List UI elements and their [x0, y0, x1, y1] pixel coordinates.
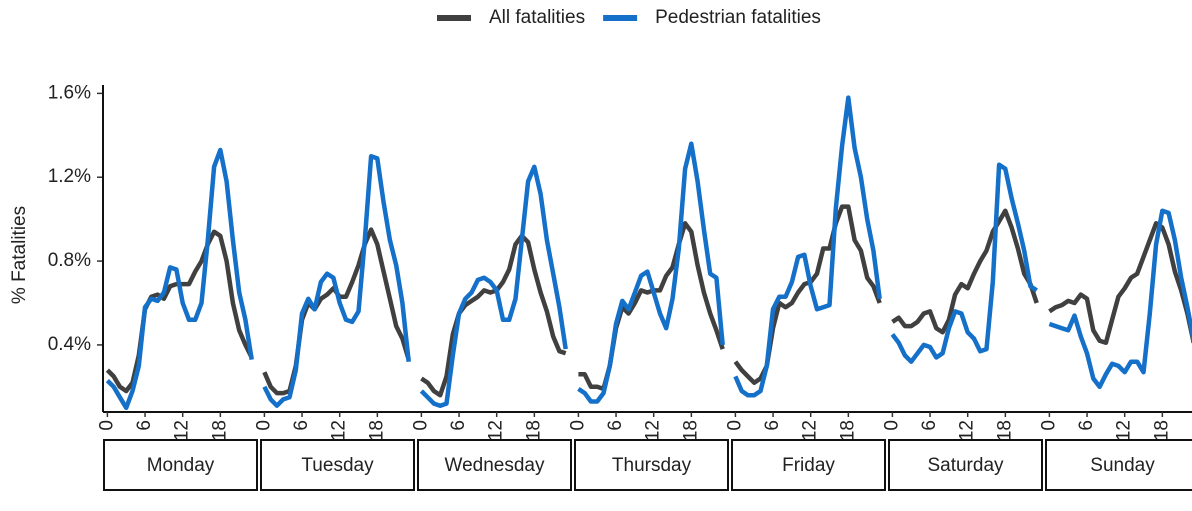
series-line [578, 221, 725, 392]
facet-strip [103, 439, 258, 491]
x-tick-label: 0 [724, 420, 745, 431]
x-tick-label: 0 [253, 420, 274, 431]
series-line [262, 227, 411, 396]
series-line [733, 204, 882, 385]
x-tick-label: 6 [448, 420, 469, 431]
facet-label: Monday [147, 455, 215, 476]
x-tick-label: 6 [605, 420, 626, 431]
x-tick-label: 12 [329, 420, 350, 441]
legend-label: Pedestrian fatalities [655, 7, 821, 28]
x-tick-label: 0 [881, 420, 902, 431]
series-line [1048, 208, 1192, 390]
x-tick-label: 12 [1114, 420, 1135, 441]
x-tick-label: 18 [209, 420, 230, 441]
series-line [891, 208, 1039, 335]
x-tick-label: 0 [410, 420, 431, 431]
x-tick-label: 12 [957, 420, 978, 441]
x-tick-label: 18 [837, 420, 858, 441]
facet-strip [731, 439, 886, 491]
series-line [262, 154, 411, 408]
y-axis-title: % Fatalities [9, 206, 30, 304]
x-tick-label: 12 [643, 420, 664, 441]
series-line [419, 164, 568, 408]
series-line [105, 147, 254, 411]
x-tick-label: 12 [172, 420, 193, 441]
series-line [1048, 221, 1192, 346]
x-tick-label: 18 [366, 420, 387, 441]
legend-label: All fatalities [489, 7, 585, 28]
facet-label: Saturday [927, 455, 1004, 476]
facet-strip [417, 439, 572, 491]
x-tick-label: 6 [134, 420, 155, 431]
x-tick-label: 18 [994, 420, 1015, 441]
x-tick-label: 18 [523, 420, 544, 441]
x-tick-label: 6 [762, 420, 783, 431]
series-line [420, 233, 567, 398]
facet-label: Thursday [612, 455, 692, 476]
facet-label: Tuesday [301, 455, 374, 476]
x-tick-label: 6 [919, 420, 940, 431]
y-tick-label: 1.6% [48, 82, 91, 103]
facet-label: Wednesday [445, 455, 545, 476]
series-line [105, 229, 254, 394]
y-tick-label: 1.2% [48, 166, 91, 187]
x-tick-label: 12 [486, 420, 507, 441]
x-tick-label: 6 [291, 420, 312, 431]
y-tick-label: 0.8% [48, 250, 91, 271]
facet-strip [1045, 439, 1192, 491]
facet-strip [260, 439, 415, 491]
x-tick-label: 18 [1151, 420, 1172, 441]
x-tick-label: 12 [800, 420, 821, 441]
series-line [733, 95, 882, 398]
x-tick-label: 0 [96, 420, 117, 431]
x-tick-label: 0 [1038, 420, 1059, 431]
facet-label: Sunday [1090, 455, 1155, 476]
x-tick-label: 18 [680, 420, 701, 441]
facet-label: Friday [782, 455, 835, 476]
x-tick-label: 6 [1076, 420, 1097, 431]
x-tick-label: 0 [567, 420, 588, 431]
facet-strip [574, 439, 729, 491]
series-line [890, 162, 1038, 364]
facet-strip [888, 439, 1043, 491]
series-line [577, 141, 725, 404]
y-tick-label: 0.4% [48, 334, 91, 355]
